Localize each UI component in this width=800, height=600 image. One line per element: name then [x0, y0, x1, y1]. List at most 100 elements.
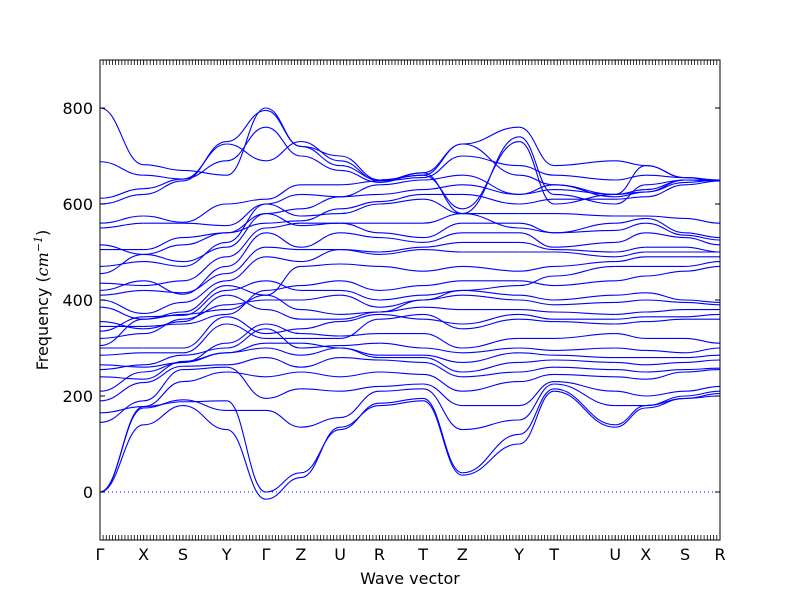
band-segment: [182, 160, 227, 180]
band-segment: [519, 383, 555, 421]
band-segment: [379, 232, 424, 239]
band-segment: [615, 407, 646, 428]
band-segment: [182, 347, 227, 356]
band-segment: [265, 472, 301, 493]
band-segment: [100, 282, 144, 287]
band-segment: [554, 301, 616, 306]
band-segment: [182, 364, 227, 367]
band-segment: [462, 265, 520, 272]
band-segment: [300, 429, 341, 474]
band-segment: [685, 393, 720, 399]
band-segment: [143, 381, 184, 408]
band-segment: [645, 184, 686, 198]
band-segment: [300, 280, 341, 287]
band-segment: [100, 215, 144, 224]
band-segment: [265, 285, 301, 291]
band-segment: [615, 321, 646, 325]
band-segment: [615, 174, 646, 181]
band-segment: [226, 323, 266, 339]
band-segment: [226, 232, 266, 267]
band-segment: [226, 357, 266, 366]
band-segment: [226, 366, 266, 399]
band-segment: [265, 193, 301, 205]
band-segment: [182, 265, 227, 295]
band-segment: [340, 347, 380, 356]
band-segment: [182, 256, 227, 282]
band-segment: [143, 180, 183, 195]
band-segment: [519, 275, 555, 287]
band-segment: [554, 347, 616, 351]
x-tick-label: X: [138, 545, 149, 564]
band-segment: [645, 232, 686, 239]
band-segment: [100, 371, 144, 392]
band-segment: [226, 143, 266, 162]
band-segment: [340, 390, 380, 419]
band-segment: [554, 213, 616, 217]
band-segment: [340, 289, 380, 301]
band-segment: [143, 361, 183, 368]
band-segment: [379, 179, 424, 186]
band-segment: [423, 318, 463, 325]
band-segment: [340, 318, 380, 339]
band-segment: [645, 361, 686, 366]
band-segment: [423, 333, 463, 349]
band-segment: [519, 352, 555, 356]
band-segment: [462, 337, 520, 349]
band-segment: [340, 280, 380, 291]
band-segment: [182, 323, 227, 354]
band-segment: [423, 174, 463, 210]
band-segment: [379, 313, 424, 320]
band-segment: [615, 232, 646, 243]
x-tick-label: T: [417, 545, 428, 564]
band-segment: [423, 306, 463, 311]
band-segment: [423, 174, 463, 181]
band-segment: [143, 405, 183, 426]
band-segment: [300, 263, 341, 267]
band-segment: [379, 189, 424, 195]
band-segment: [685, 234, 720, 241]
y-tick-label: 600: [62, 195, 93, 214]
band-segment: [462, 381, 520, 392]
band-segment: [100, 244, 144, 255]
band-segment: [226, 246, 266, 275]
band-segment: [685, 359, 720, 363]
band-segment: [226, 316, 266, 335]
y-axis-ticks: 0 200 400 600 800: [62, 99, 720, 502]
x-tick-label: R: [374, 545, 385, 564]
band-segment: [615, 256, 646, 263]
band-segment: [100, 107, 144, 166]
band-segment: [226, 400, 267, 493]
band-segment: [379, 174, 424, 181]
band-segment: [615, 316, 646, 320]
band-segment: [143, 399, 183, 409]
band-segment: [340, 160, 380, 182]
band-segment: [645, 270, 686, 277]
band-segment: [615, 376, 646, 380]
band-segment: [340, 357, 380, 361]
band-segment: [100, 188, 144, 199]
band-segment: [685, 337, 720, 344]
band-segment: [100, 318, 144, 347]
band-segment: [340, 169, 380, 183]
band-segment: [100, 406, 144, 414]
band-segment: [226, 429, 267, 500]
band-segment: [143, 174, 183, 180]
band-segment: [519, 347, 555, 351]
band-segment: [519, 232, 555, 248]
band-segment: [422, 397, 463, 474]
band-segment: [554, 390, 616, 428]
band-segment: [100, 333, 144, 339]
band-segment: [182, 143, 227, 180]
band-segment: [265, 220, 301, 224]
band-segment: [379, 383, 424, 387]
band-segment: [423, 289, 463, 301]
band-segment: [423, 373, 463, 392]
x-tick-label: T: [548, 545, 559, 564]
band-segment: [685, 177, 720, 182]
band-segment: [685, 369, 720, 373]
band-segment: [143, 244, 183, 255]
band-segment: [519, 390, 555, 445]
band-segment: [462, 143, 520, 176]
band-segment: [182, 316, 227, 349]
band-segment: [423, 347, 463, 354]
